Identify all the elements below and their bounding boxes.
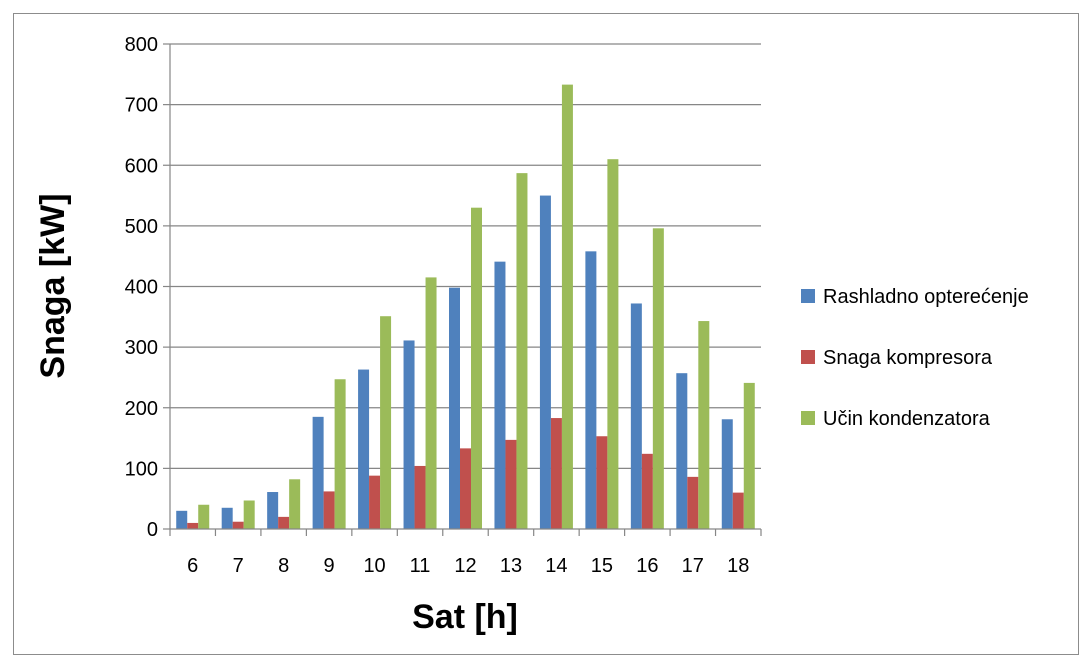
bar — [243, 500, 255, 529]
bar — [176, 510, 188, 529]
x-tick-label: 11 — [410, 555, 431, 577]
x-tick-label: 7 — [233, 555, 244, 577]
y-tick-label: 400 — [125, 277, 158, 299]
y-tick-label: 200 — [125, 398, 158, 420]
bar — [539, 195, 551, 529]
bar — [505, 439, 517, 529]
bar — [585, 251, 597, 529]
x-tick-label: 16 — [636, 555, 658, 577]
legend-swatch — [801, 350, 815, 364]
gridlines — [170, 43, 761, 469]
bar — [221, 507, 233, 529]
bar — [687, 476, 699, 529]
y-tick-label: 700 — [125, 95, 158, 117]
bar — [358, 369, 370, 529]
x-tick-label: 8 — [278, 555, 289, 577]
bar — [607, 159, 619, 529]
legend-swatch — [801, 289, 815, 303]
bar — [323, 491, 335, 529]
bar — [471, 207, 482, 529]
bar — [289, 479, 301, 529]
bar — [267, 492, 279, 529]
y-tick-label: 600 — [125, 155, 158, 177]
y-tick-label: 0 — [147, 519, 158, 541]
x-tick-label: 9 — [324, 555, 335, 577]
bar — [334, 379, 346, 529]
bar — [232, 521, 244, 529]
y-tick-label: 800 — [125, 34, 158, 56]
bar — [380, 316, 392, 529]
bar — [460, 448, 471, 529]
bar — [596, 436, 608, 529]
axes — [163, 43, 762, 536]
bar — [550, 418, 562, 529]
y-tick-label: 300 — [125, 337, 158, 359]
bar — [403, 340, 415, 529]
bar — [732, 492, 744, 529]
bar — [652, 228, 664, 530]
bar — [425, 277, 437, 529]
x-tick-label: 10 — [363, 555, 385, 577]
bar — [494, 261, 506, 529]
x-tick-labels: 6 7 8 9 10 11 12 13 14 15 16 17 18 — [187, 555, 749, 577]
x-tick-label: 18 — [727, 555, 749, 577]
x-tick-label: 15 — [591, 555, 613, 577]
bar — [561, 84, 573, 530]
bar — [449, 287, 460, 529]
bar — [630, 303, 642, 529]
x-tick-label: 13 — [500, 555, 522, 577]
x-tick-label: 6 — [187, 555, 198, 577]
bar — [369, 475, 381, 529]
legend-label: Rashladno opterećenje — [823, 286, 1029, 308]
y-axis-title: Snaga [kW] — [34, 193, 72, 378]
bar — [414, 465, 426, 529]
bar — [676, 373, 688, 529]
bar — [278, 516, 290, 529]
legend-label: Snaga kompresora — [823, 347, 993, 369]
x-tick-label: 17 — [682, 555, 704, 577]
bar — [743, 382, 755, 529]
bar — [312, 416, 324, 529]
bar — [198, 504, 210, 529]
legend-label: Učin kondenzatora — [823, 408, 991, 430]
legend: Rashladno opterećenje Snaga kompresora Uči… — [801, 286, 1029, 430]
legend-swatch — [801, 411, 815, 425]
y-tick-labels: 0 100 200 300 400 500 600 700 800 — [125, 34, 158, 541]
y-tick-label: 500 — [125, 216, 158, 238]
bar — [698, 321, 710, 529]
bars — [176, 84, 755, 530]
x-tick-label: 12 — [454, 555, 476, 577]
bar — [187, 522, 199, 529]
bar — [641, 453, 653, 529]
x-tick-label: 14 — [545, 555, 567, 577]
y-tick-label: 100 — [125, 458, 158, 480]
bar — [516, 173, 528, 529]
bar — [721, 419, 733, 529]
x-axis-title: Sat [h] — [412, 598, 518, 636]
